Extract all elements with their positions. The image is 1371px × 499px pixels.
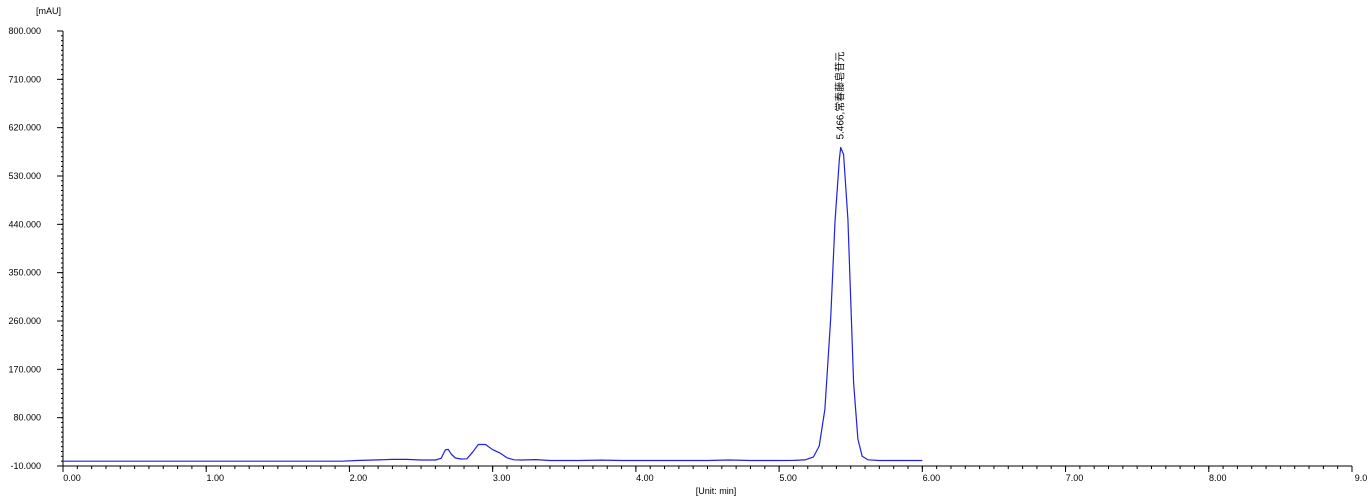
- y-tick-label: 260.000: [8, 316, 41, 326]
- y-tick-label: 710.000: [8, 74, 41, 84]
- y-tick-label: 800.000: [8, 26, 41, 36]
- x-axis: 0.00 1.00 2.00 3.00 4.00 5.00 6.00 7.00 8.00 9.0: [62, 465, 1368, 483]
- y-tick-label: -10.000: [10, 461, 41, 471]
- y-tick-label: 80.000: [13, 413, 41, 423]
- x-tick-label: 1.00: [206, 473, 224, 483]
- peak-annotation-label: 5.466,常春藤皂苷元: [834, 52, 847, 140]
- y-axis-unit-label: [mAU]: [36, 6, 61, 16]
- x-tick-label: 4.00: [636, 473, 654, 483]
- x-tick-label: 6.00: [923, 473, 941, 483]
- x-axis-unit-label: [Unit: min]: [696, 486, 737, 496]
- annotation-layer: 5.466,常春藤皂苷元: [834, 52, 847, 140]
- x-tick-label: 3.00: [493, 473, 511, 483]
- x-tick-label: 2.00: [350, 473, 368, 483]
- y-axis: -10.000 80.000 170.000 260.000 350.000 440.00…: [8, 26, 64, 471]
- x-tick-label: 9.0: [1355, 473, 1368, 483]
- x-tick-label: 8.00: [1209, 473, 1227, 483]
- x-tick-label: 0.00: [63, 473, 81, 483]
- y-tick-label: 170.000: [8, 364, 41, 374]
- x-tick-label: 5.00: [779, 473, 797, 483]
- y-tick-label: 440.000: [8, 219, 41, 229]
- y-tick-label: 530.000: [8, 171, 41, 181]
- series-layer: [63, 146, 923, 462]
- chromatogram-trace: [63, 146, 923, 462]
- y-tick-label: 620.000: [8, 123, 41, 133]
- x-tick-label: 7.00: [1066, 473, 1084, 483]
- y-tick-label: 350.000: [8, 268, 41, 278]
